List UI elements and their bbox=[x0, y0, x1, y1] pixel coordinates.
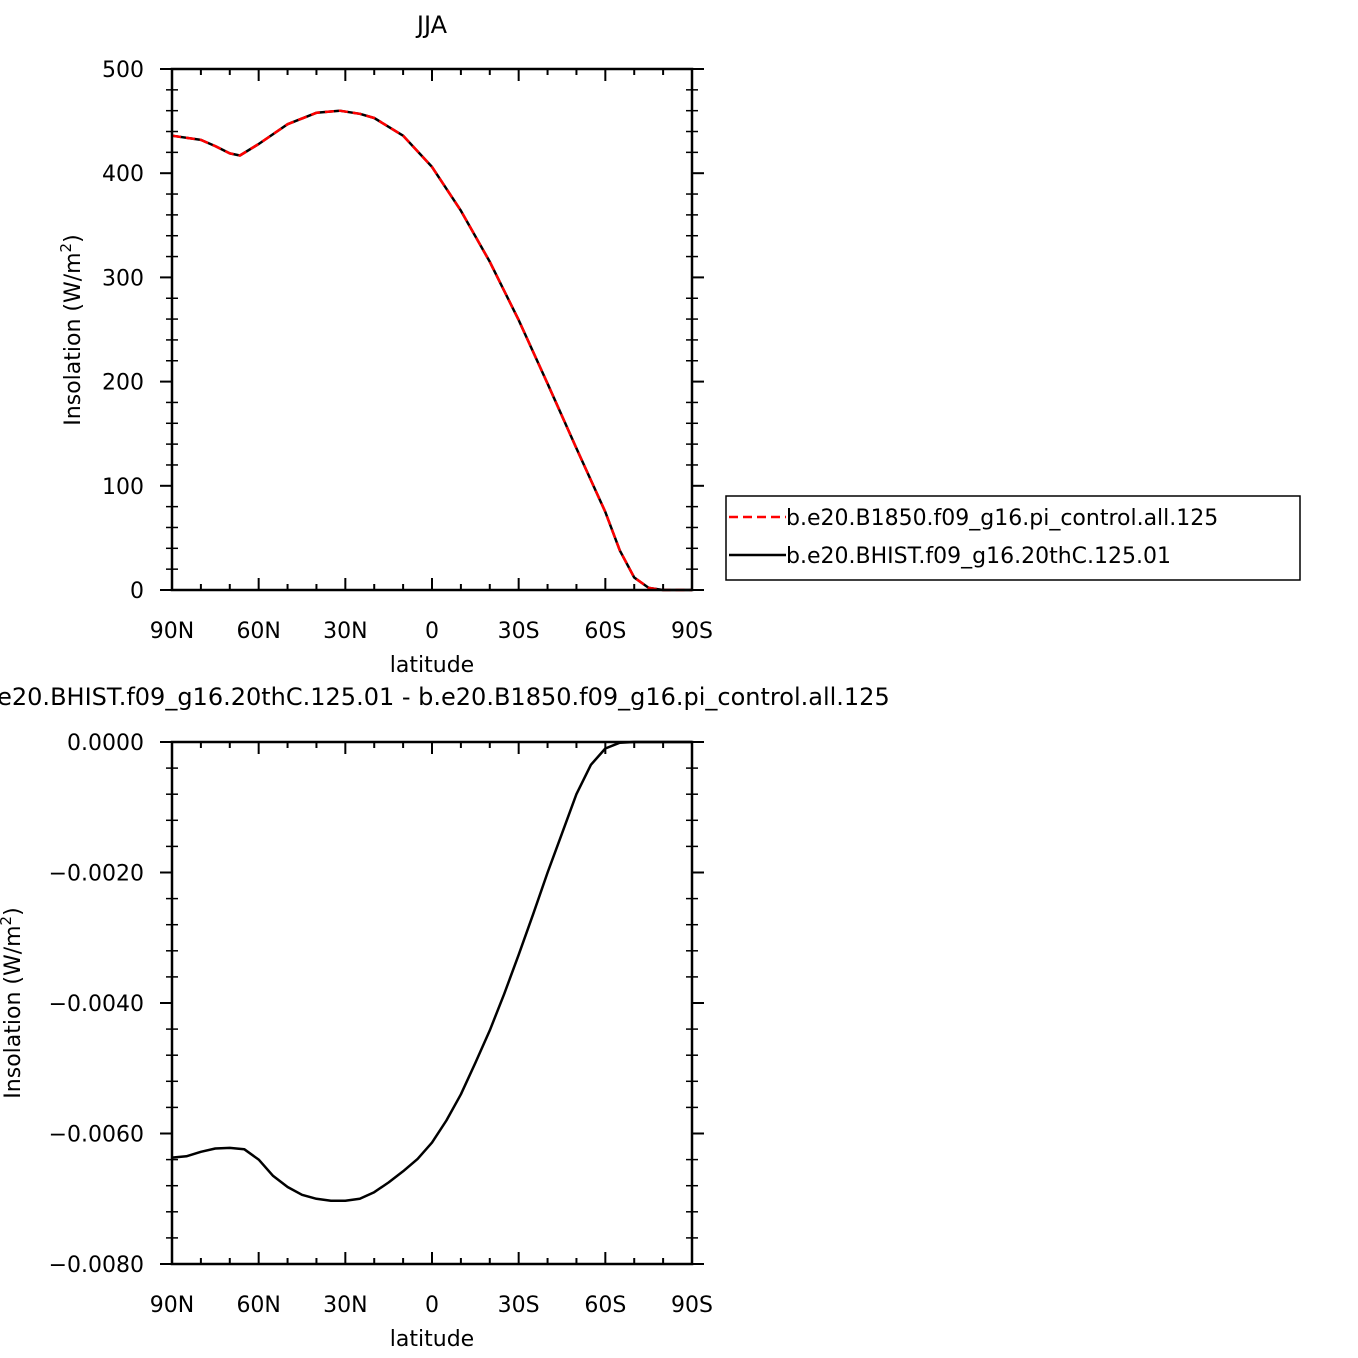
bottom-ytick-label: −0.0060 bbox=[49, 1123, 144, 1148]
top-ytick-label: 400 bbox=[102, 162, 144, 187]
bottom-ytick-label: −0.0020 bbox=[49, 862, 144, 887]
bottom-plot-frame bbox=[170, 740, 694, 1266]
legend-label-pi-control: b.e20.B1850.f09_g16.pi_control.all.125 bbox=[786, 506, 1218, 531]
top-series-line-hist bbox=[171, 109, 692, 592]
top-xtick-label: 30N bbox=[323, 619, 367, 644]
top-chart-title: JJA bbox=[415, 11, 448, 39]
bottom-ytick-label: 0.0000 bbox=[67, 731, 144, 756]
top-y-axis-label: Insolation (W/m2) bbox=[57, 234, 86, 425]
bottom-xtick-label: 90N bbox=[150, 1293, 194, 1318]
bottom-xtick-label: 60N bbox=[236, 1293, 280, 1318]
top-xtick-label: 0 bbox=[425, 619, 439, 644]
top-ytick-label: 100 bbox=[102, 475, 144, 500]
top-xtick-label: 30S bbox=[498, 619, 540, 644]
bottom-series-line-difference bbox=[171, 740, 692, 1202]
bottom-xtick-label: 30S bbox=[498, 1293, 540, 1318]
bottom-ytick-label: −0.0040 bbox=[49, 992, 144, 1017]
top-xtick-label: 90N bbox=[150, 619, 194, 644]
top-ytick-label: 500 bbox=[102, 58, 144, 83]
top-xtick-label: 90S bbox=[671, 619, 713, 644]
bottom-xtick-label: 60S bbox=[584, 1293, 626, 1318]
legend-label-hist: b.e20.BHIST.f09_g16.20thC.125.01 bbox=[786, 544, 1171, 569]
top-panel: JJA 90N 60N 30N 0 30S 60S 90S0100200300400500 … bbox=[57, 11, 1301, 678]
top-plot-frame bbox=[170, 67, 694, 592]
bottom-xtick-label: 0 bbox=[425, 1293, 439, 1318]
top-series-line-pi-control bbox=[171, 109, 692, 592]
top-ytick-label: 300 bbox=[102, 266, 144, 291]
bottom-ytick-label: −0.0080 bbox=[49, 1253, 144, 1278]
bottom-chart-title: b.e20.BHIST.f09_g16.20thC.125.01 - b.e20… bbox=[0, 683, 890, 711]
bottom-xtick-label: 30N bbox=[323, 1293, 367, 1318]
bottom-ticks-layer: 90N 60N 30N 0 30S 60S 90S 0.0000 −0.0020 −0.0040 −… bbox=[49, 731, 713, 1318]
top-x-axis-label: latitude bbox=[390, 653, 474, 678]
top-xtick-label: 60S bbox=[584, 619, 626, 644]
bottom-series-layer bbox=[171, 740, 692, 1202]
legend: b.e20.B1850.f09_g16.pi_control.all.125 b… bbox=[725, 495, 1301, 581]
bottom-xtick-label: 90S bbox=[671, 1293, 713, 1318]
legend-box bbox=[725, 495, 1301, 581]
bottom-y-axis-label: Insolation (W/m2) bbox=[0, 907, 26, 1098]
bottom-x-axis-label: latitude bbox=[390, 1327, 474, 1352]
bottom-panel: b.e20.BHIST.f09_g16.20thC.125.01 - b.e20… bbox=[0, 683, 890, 1352]
top-ticks-layer: 90N 60N 30N 0 30S 60S 90S 0 100 200 300 400 500 bbox=[102, 58, 713, 644]
top-xtick-label: 60N bbox=[236, 619, 280, 644]
top-ytick-label: 0 bbox=[130, 579, 144, 604]
top-ytick-label: 200 bbox=[102, 371, 144, 396]
top-series-layer bbox=[171, 109, 692, 592]
